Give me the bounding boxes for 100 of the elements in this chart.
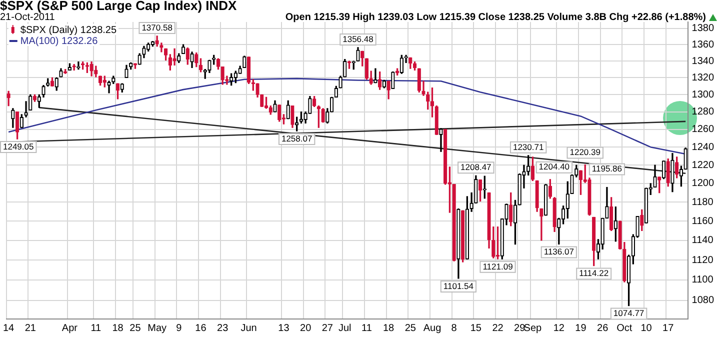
x-tick-label: 12 xyxy=(553,322,565,334)
candlestick xyxy=(356,47,360,62)
candlestick xyxy=(190,52,194,68)
candlestick xyxy=(626,254,631,306)
x-tick-label: Aug xyxy=(423,322,442,334)
chart-title: $SPX (S&P 500 Large Cap Index) INDX xyxy=(0,0,237,13)
x-tick-label: 11 xyxy=(90,322,102,334)
y-tick-label: 1160 xyxy=(692,216,714,227)
candlestick xyxy=(208,60,212,74)
candlestick xyxy=(609,197,614,232)
x-tick-label: 19 xyxy=(575,322,587,334)
candlestick xyxy=(321,108,325,123)
annotation: 1074.77 xyxy=(613,308,644,318)
candlestick xyxy=(452,184,456,262)
x-tick-label: 21 xyxy=(24,322,36,334)
candlestick xyxy=(120,83,124,92)
candlestick xyxy=(364,58,369,80)
candlestick xyxy=(478,179,482,202)
x-tick-label: Jun xyxy=(240,322,257,334)
candlestick xyxy=(566,181,570,219)
candlestick xyxy=(540,208,544,241)
candlestick xyxy=(460,210,465,262)
candlestick xyxy=(98,76,102,86)
x-tick-label: 20 xyxy=(300,322,312,334)
candlestick xyxy=(412,62,417,71)
candlestick xyxy=(155,36,159,47)
candlestick xyxy=(273,100,277,112)
candlestick xyxy=(395,68,400,76)
candlestick xyxy=(382,80,386,88)
candlestick xyxy=(6,90,10,106)
x-tick-label: 14 xyxy=(3,322,15,334)
candlestick xyxy=(260,94,264,108)
candlestick xyxy=(32,94,37,102)
y-tick-label: 1320 xyxy=(692,72,714,84)
y-tick-label: 1380 xyxy=(692,23,714,34)
x-tick-label: 8 xyxy=(451,322,458,334)
y-tick-label: 1140 xyxy=(692,235,714,246)
x-tick-label: 9 xyxy=(176,322,182,334)
x-tick-label: 22 xyxy=(492,322,504,334)
x-tick-label: 15 xyxy=(470,322,482,334)
x-tick-label: Oct xyxy=(616,322,632,334)
candlestick xyxy=(588,178,592,216)
candlestick xyxy=(24,101,28,118)
candlestick xyxy=(20,114,24,128)
candlestick xyxy=(417,68,421,92)
candlestick xyxy=(618,220,622,250)
candlestick xyxy=(42,84,46,98)
candlestick xyxy=(112,76,116,84)
legend-label: $SPX (Daily) 1238.25 xyxy=(20,24,117,36)
candlestick xyxy=(670,153,674,192)
candlestick xyxy=(216,58,220,70)
candlestick xyxy=(636,216,640,238)
candlestick xyxy=(177,53,181,64)
candlestick xyxy=(102,76,106,88)
candlestick xyxy=(312,96,316,108)
candlestick xyxy=(90,62,94,76)
annotation: 1356.48 xyxy=(342,34,374,44)
candlestick xyxy=(142,46,146,58)
annotation: 1208.47 xyxy=(460,162,492,172)
candlestick xyxy=(552,197,556,232)
candlestick xyxy=(404,54,408,64)
candlestick xyxy=(72,64,76,71)
candlestick xyxy=(374,68,378,84)
x-tick-label: May xyxy=(148,322,167,334)
x-tick-label: 23 xyxy=(217,322,229,334)
candlestick xyxy=(513,200,518,245)
candlestick xyxy=(290,105,294,128)
candlestick xyxy=(94,66,98,78)
candlestick xyxy=(675,156,679,178)
candlestick xyxy=(242,56,246,68)
candlestick xyxy=(76,62,80,70)
x-tick-label: Apr xyxy=(62,322,78,334)
y-tick-label: 1220 xyxy=(692,160,714,171)
candlestick xyxy=(509,192,513,226)
candlestick xyxy=(107,80,111,94)
y-tick-label: 1120 xyxy=(692,254,714,266)
x-tick-label: Sep xyxy=(524,322,542,334)
candlestick xyxy=(278,104,282,122)
x-tick-label: 11 xyxy=(362,322,372,334)
candlestick xyxy=(28,94,32,110)
x-tick-label: 16 xyxy=(195,322,207,334)
x-tick-label: 29 xyxy=(514,322,526,334)
candlestick xyxy=(256,83,260,98)
candlestick xyxy=(160,42,164,52)
annotation: 1258.07 xyxy=(281,133,312,144)
candlestick xyxy=(238,66,242,74)
candlestick xyxy=(492,226,496,258)
candlestick xyxy=(268,105,272,115)
y-tick-label: 1260 xyxy=(692,124,714,136)
candlestick xyxy=(482,176,486,199)
x-tick-label: 25 xyxy=(404,322,416,334)
candlestick xyxy=(11,108,15,128)
annotation: 1204.40 xyxy=(538,162,570,172)
candlestick xyxy=(430,88,434,118)
x-tick-label: 17 xyxy=(662,322,674,334)
x-tick-label: 18 xyxy=(382,322,395,334)
candlestick xyxy=(37,94,41,108)
annotation: 1121.09 xyxy=(482,261,514,272)
candlestick xyxy=(439,128,443,152)
candlestick xyxy=(592,216,596,266)
